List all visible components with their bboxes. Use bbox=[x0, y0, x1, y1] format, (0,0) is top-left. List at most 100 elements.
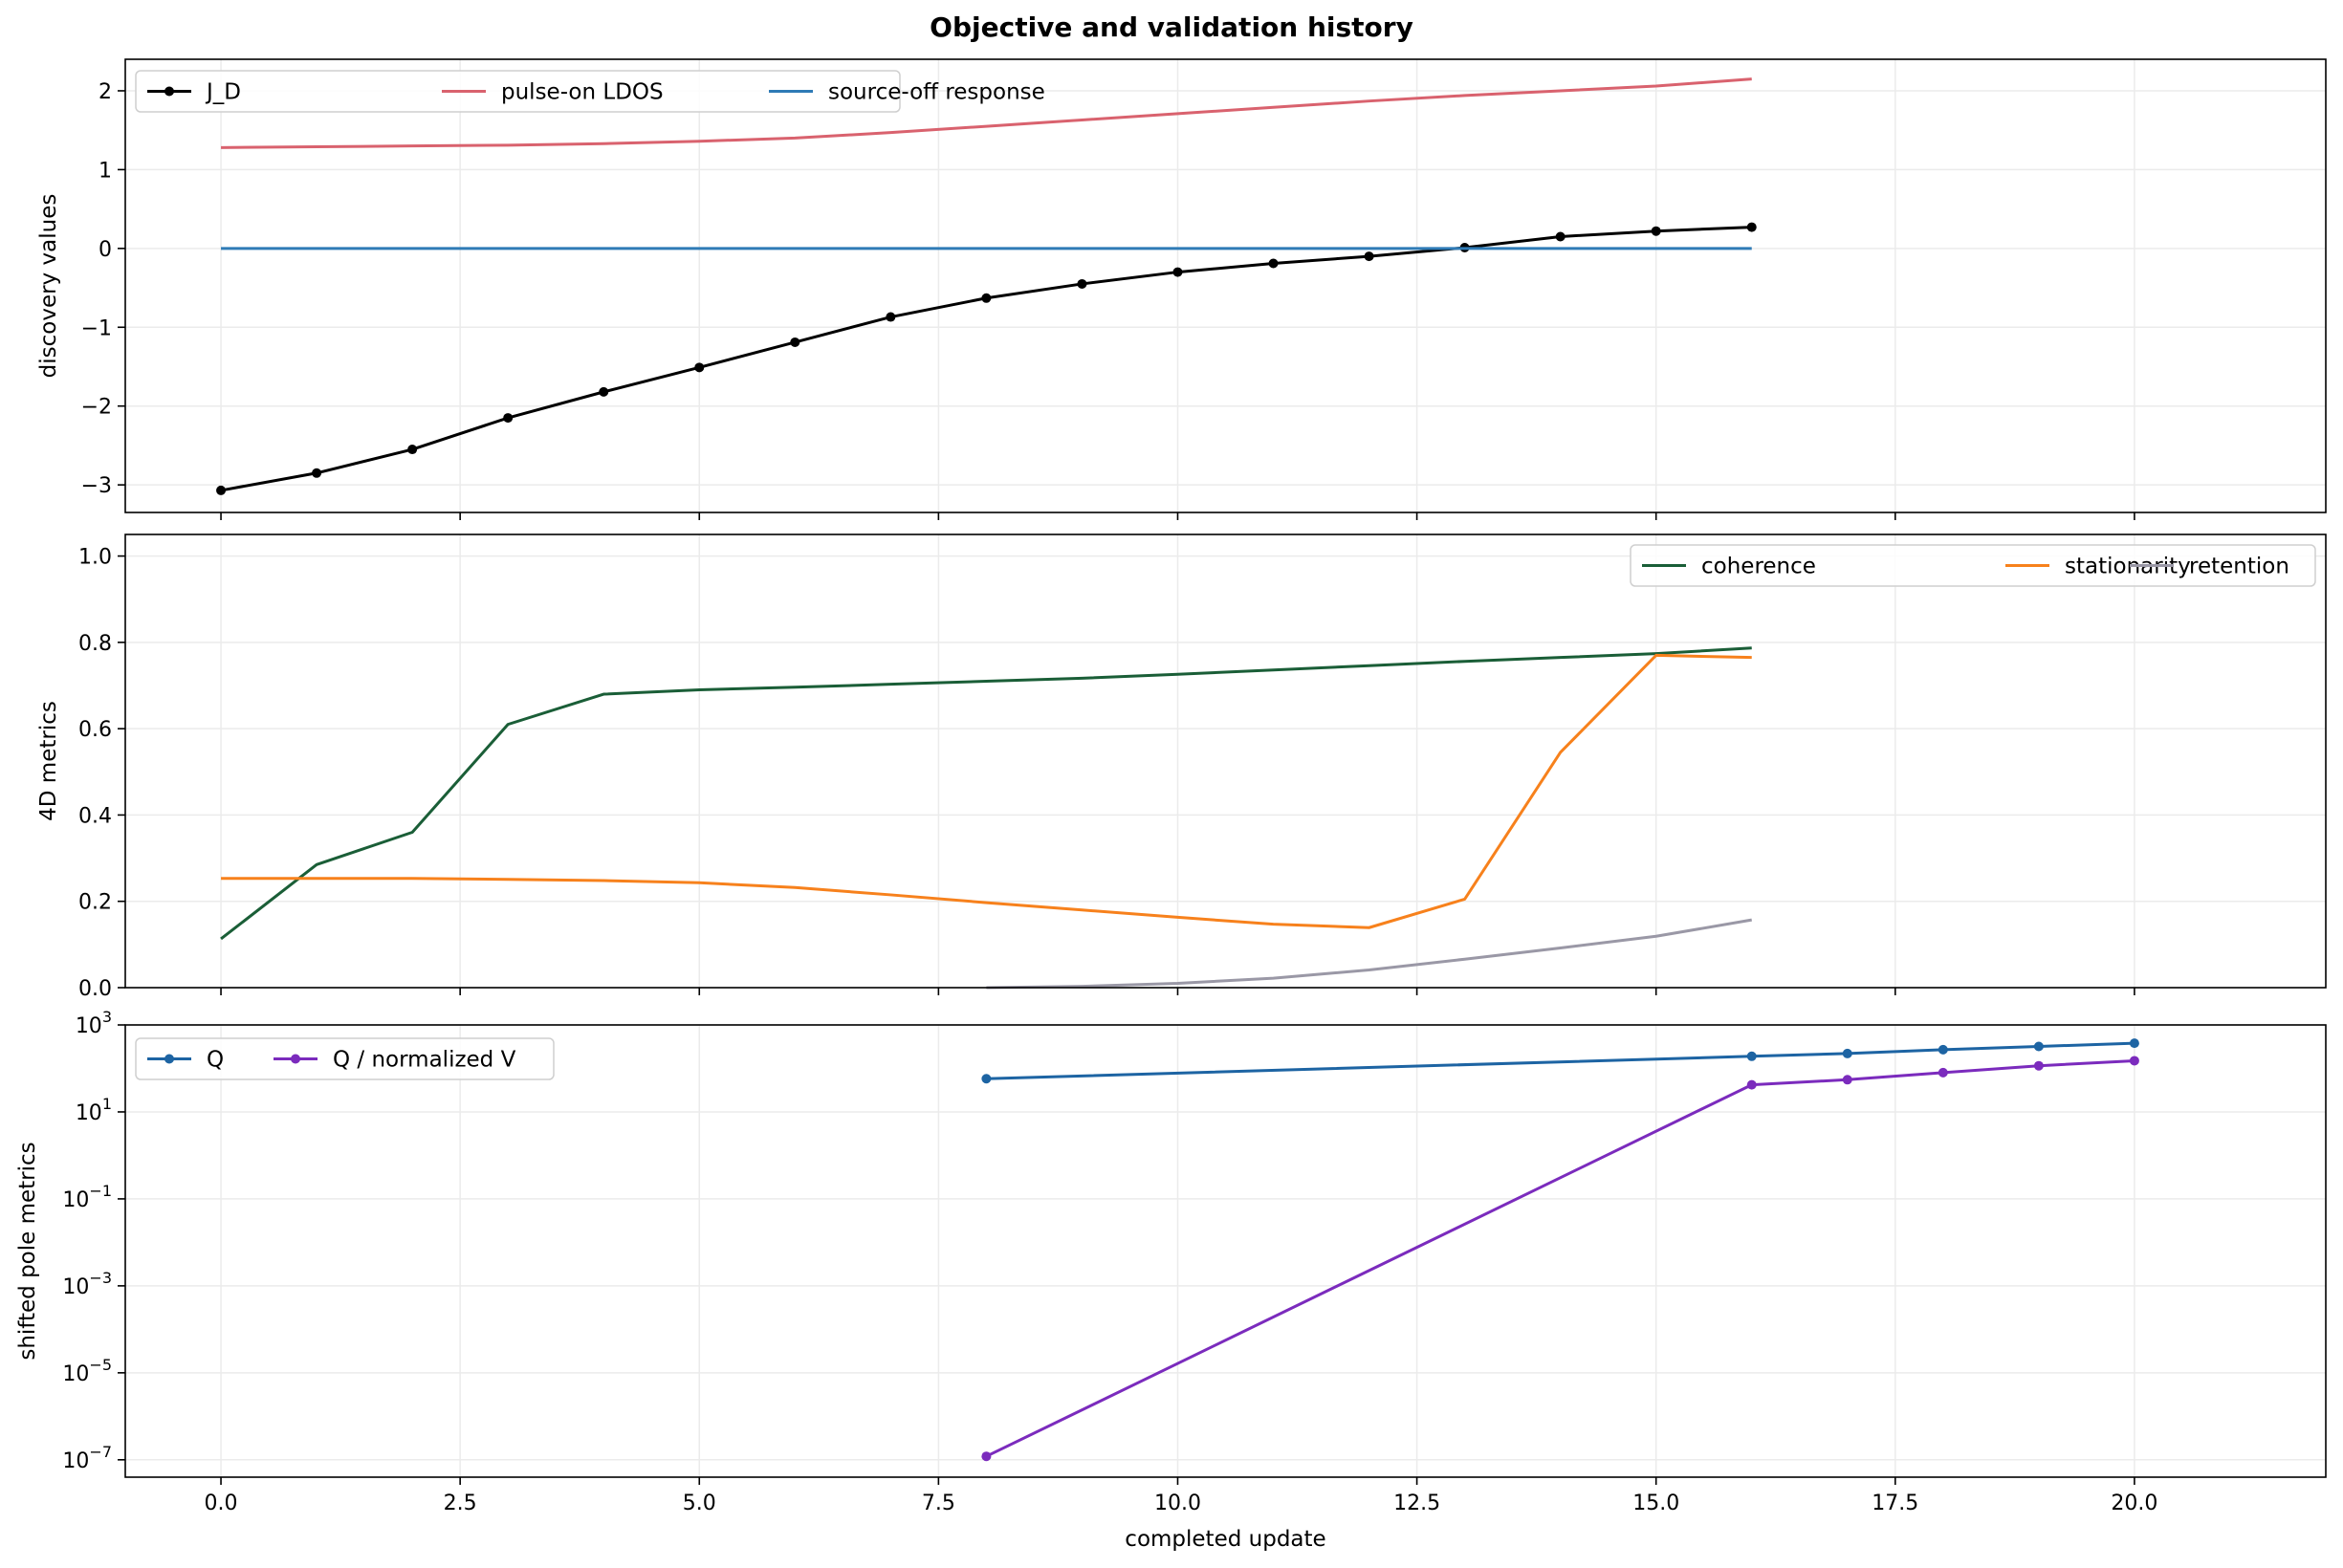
axes-frame bbox=[124, 534, 2327, 989]
data-point bbox=[1364, 251, 1374, 262]
legend-marker bbox=[291, 1054, 300, 1064]
axes-frame bbox=[124, 1024, 2327, 1478]
data-point bbox=[1172, 267, 1183, 277]
y-tick-label: 0.8 bbox=[78, 632, 112, 656]
legend-item: Q / normalized V bbox=[274, 1048, 516, 1073]
legend-label: source-off response bbox=[828, 80, 1045, 105]
y-axis-label: 4D metrics bbox=[36, 701, 61, 821]
data-point bbox=[407, 445, 418, 455]
data-point bbox=[2129, 1056, 2139, 1066]
x-tick-label: 20.0 bbox=[2111, 1492, 2157, 1515]
y-tick-label: 0.6 bbox=[78, 718, 112, 742]
series-line bbox=[986, 1041, 2135, 1080]
x-tick-label: 12.5 bbox=[1393, 1492, 1440, 1515]
y-tick-label: 101 bbox=[76, 1095, 112, 1125]
legend-item: source-off response bbox=[769, 80, 1045, 105]
legend-item: pulse-on LDOS bbox=[442, 80, 664, 105]
data-point bbox=[1077, 278, 1087, 289]
figure-title: Objective and validation history bbox=[930, 11, 1413, 43]
series-stationarity bbox=[221, 653, 1752, 929]
gridlines bbox=[125, 59, 2326, 512]
x-tick-label: 15.0 bbox=[1632, 1492, 1679, 1515]
data-point bbox=[2033, 1041, 2044, 1052]
y-tick-label: 1 bbox=[99, 159, 112, 183]
legend-label: J_D bbox=[205, 80, 241, 105]
panel-3: 0.0 2.5 5.0 7.5 10.0 12.5 15.0 17.5 20.0 10−7 10−5… bbox=[15, 1008, 2327, 1552]
data-point bbox=[1746, 1079, 1757, 1090]
data-point bbox=[981, 1451, 992, 1462]
legend: Q Q / normalized V bbox=[135, 1037, 555, 1080]
y-tick-label: −3 bbox=[81, 474, 112, 498]
data-point bbox=[1938, 1067, 1948, 1078]
data-point bbox=[216, 485, 227, 495]
legend-frame bbox=[135, 70, 901, 113]
x-tick-label: 2.5 bbox=[444, 1492, 477, 1515]
legend-marker bbox=[164, 86, 174, 97]
data-point bbox=[312, 468, 322, 478]
series-q bbox=[981, 1038, 2139, 1084]
legend-frame bbox=[1630, 544, 2316, 587]
x-tick-label: 0.0 bbox=[205, 1492, 238, 1515]
y-tick-label: 0.2 bbox=[78, 891, 112, 915]
panels: −3 −2 −1 0 1 2 discovery values J_D pulse-on LDO… bbox=[15, 58, 2327, 1552]
x-tick-label: 17.5 bbox=[1872, 1492, 1918, 1515]
data-point bbox=[1842, 1048, 1852, 1058]
y-tick-label: 10−3 bbox=[62, 1269, 112, 1299]
data-point bbox=[1555, 231, 1566, 242]
series-coherence bbox=[220, 646, 1752, 941]
series-line bbox=[220, 226, 1752, 492]
legend-label: pulse-on LDOS bbox=[501, 80, 664, 105]
y-tick-label: 10−5 bbox=[62, 1356, 112, 1386]
gridlines bbox=[125, 1024, 2326, 1477]
data-point bbox=[790, 337, 800, 347]
y-tick-label: −1 bbox=[81, 316, 112, 340]
series-line bbox=[221, 77, 1752, 149]
legend-item: J_D bbox=[147, 80, 241, 105]
y-tick-label: 0.4 bbox=[78, 804, 112, 828]
x-axis-label: completed update bbox=[1125, 1527, 1325, 1552]
data-point bbox=[1842, 1075, 1852, 1085]
legend-item: coherence bbox=[1642, 555, 1816, 579]
series-j-d bbox=[216, 222, 1757, 495]
x-tick-label: 5.0 bbox=[683, 1492, 716, 1515]
y-tick-label: 0.0 bbox=[78, 977, 112, 1001]
axes-frame bbox=[124, 58, 2327, 513]
data-point bbox=[599, 386, 609, 397]
legend: J_D pulse-on LDOS source-off response bbox=[135, 70, 1045, 113]
legend-marker bbox=[164, 1054, 174, 1064]
series-line bbox=[985, 1058, 2135, 1458]
legend-label: retention bbox=[2189, 555, 2289, 579]
series-pulse-on-ldos bbox=[221, 77, 1752, 149]
legend-label: coherence bbox=[1701, 555, 1816, 579]
y-axis-label: shifted pole metrics bbox=[15, 1142, 40, 1360]
data-point bbox=[1938, 1044, 1948, 1055]
data-point bbox=[2033, 1060, 2044, 1071]
panel-1: −3 −2 −1 0 1 2 discovery values J_D pulse-on LDO… bbox=[36, 58, 2327, 520]
legend-item: retention bbox=[2130, 555, 2289, 579]
legend-item: Q bbox=[147, 1048, 224, 1073]
legend-label: Q / normalized V bbox=[333, 1048, 516, 1073]
x-tick-label: 10.0 bbox=[1154, 1492, 1201, 1515]
y-tick-label: 1.0 bbox=[78, 546, 112, 570]
data-point bbox=[1651, 226, 1661, 236]
data-point bbox=[1746, 222, 1757, 232]
y-tick-label: 0 bbox=[99, 238, 112, 262]
y-tick-label: −2 bbox=[81, 396, 112, 420]
panel-2: 0.0 0.2 0.4 0.6 0.8 1.0 4D metrics coherence sta… bbox=[36, 534, 2327, 1001]
y-tick-label: 10−1 bbox=[62, 1182, 112, 1212]
data-point bbox=[503, 413, 514, 424]
data-point bbox=[694, 362, 705, 373]
x-tick-label: 7.5 bbox=[922, 1492, 955, 1515]
data-point bbox=[1268, 258, 1279, 269]
legend-frame bbox=[135, 1037, 555, 1080]
y-tick-label: 2 bbox=[99, 80, 112, 104]
y-tick-label: 10−7 bbox=[62, 1443, 112, 1473]
data-point bbox=[1746, 1051, 1757, 1061]
data-point bbox=[886, 312, 896, 322]
series-line bbox=[220, 646, 1752, 941]
y-tick-label: 103 bbox=[76, 1008, 112, 1038]
data-point bbox=[981, 1074, 992, 1084]
series-line bbox=[986, 918, 1752, 990]
